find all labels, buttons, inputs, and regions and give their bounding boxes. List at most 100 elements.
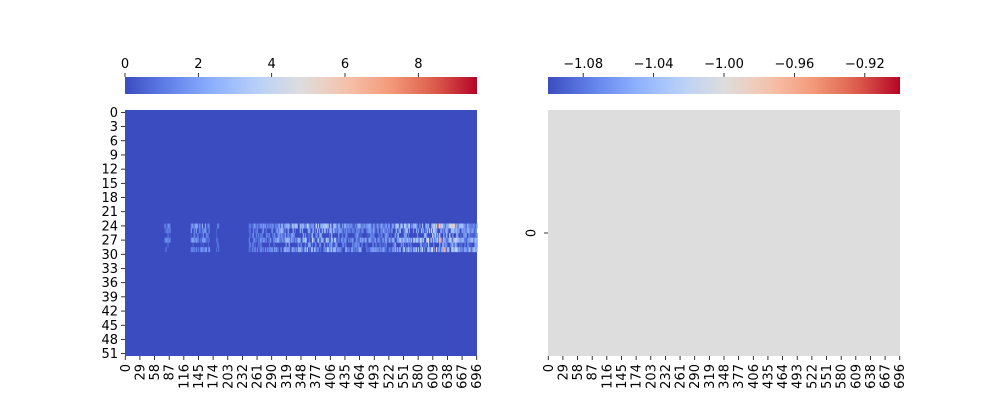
heatmap-cell (305, 223, 308, 229)
heatmap-cell (167, 223, 169, 229)
heatmap-cell (381, 242, 383, 248)
heatmap-cell (452, 242, 454, 248)
heatmap-cell (165, 237, 167, 243)
heatmap-cell (291, 233, 293, 238)
heatmap-cell (472, 233, 474, 238)
heatmap-cell (324, 237, 327, 243)
heatmap-cell (199, 247, 201, 253)
heatmap-cell (200, 242, 202, 248)
heatmap-cell (444, 247, 446, 253)
heatmap-cell (410, 237, 413, 243)
heatmap-cell (462, 228, 464, 234)
heatmap-cell (304, 237, 306, 243)
heatmap-cell (271, 228, 274, 234)
heatmap-cell (378, 242, 380, 248)
heatmap-cell (251, 242, 253, 248)
heatmap-cell (195, 247, 197, 253)
heatmap-cell (381, 237, 383, 243)
heatmap-cell (403, 233, 405, 238)
heatmap-cell (459, 247, 461, 253)
heatmap-cell (301, 223, 303, 229)
heatmap-cell (424, 233, 427, 238)
heatmap-cell (264, 237, 267, 243)
heatmap-cell (443, 237, 445, 243)
heatmap-cell (414, 223, 417, 229)
heatmap-cell (402, 247, 404, 253)
heatmap-cell (398, 247, 400, 253)
heatmap-cell (384, 228, 386, 234)
heatmap-cell (377, 237, 379, 243)
heatmap-cell (296, 223, 298, 229)
heatmap-cell (268, 223, 271, 229)
heatmap-cell (403, 223, 405, 229)
heatmap-cell (415, 237, 418, 243)
heatmap-cell (372, 237, 374, 243)
heatmap-cell (366, 242, 368, 248)
heatmap-cell (261, 247, 264, 253)
heatmap-cell (384, 237, 386, 243)
heatmap-cell (269, 237, 272, 243)
heatmap-cell (476, 237, 478, 243)
heatmap-cell (405, 237, 408, 243)
heatmap-cell (433, 237, 435, 243)
heatmap-cell (165, 228, 167, 234)
heatmap-cell (385, 242, 387, 248)
heatmap-cell (381, 223, 383, 229)
heatmap-cell (195, 228, 197, 234)
x-tick-label: 406 (747, 364, 762, 389)
heatmap-cell (358, 247, 360, 253)
x-tick-label: 174 (630, 364, 645, 389)
heatmap-cell (377, 228, 379, 234)
heatmap-cell (287, 223, 289, 229)
heatmap-cell (308, 242, 311, 248)
x-tick-label: 667 (456, 364, 471, 389)
heatmap-cell (451, 223, 453, 229)
heatmap-cell (252, 237, 254, 243)
heatmap-cell (462, 237, 464, 243)
x-tick-label: 667 (879, 364, 894, 389)
heatmap-cell (471, 228, 473, 234)
heatmap-cell (454, 247, 456, 253)
heatmap-cell (255, 233, 258, 238)
heatmap-cell (307, 228, 310, 234)
heatmap-cell (376, 247, 378, 253)
heatmap-cell (361, 242, 363, 248)
heatmap-cell (334, 228, 336, 234)
heatmap-cell (300, 247, 302, 253)
heatmap-cell (385, 233, 387, 238)
heatmap-cell (348, 223, 350, 229)
heatmap-cell (431, 228, 433, 234)
heatmap-cell (414, 247, 417, 253)
y-tick-label: 33 (101, 262, 118, 277)
heatmap-cell (374, 247, 376, 253)
heatmap-cell (270, 223, 273, 229)
heatmap-cell (262, 237, 265, 243)
heatmap-cell (320, 233, 323, 238)
heatmap-cell (253, 247, 255, 253)
heatmap-cell (217, 242, 220, 248)
heatmap-cell (476, 242, 478, 248)
heatmap-cell (342, 233, 344, 238)
heatmap-cell (216, 242, 219, 248)
heatmap-cell (205, 237, 208, 243)
heatmap-cell (372, 247, 374, 253)
heatmap-cell (404, 223, 406, 229)
heatmap-cell (368, 223, 370, 229)
heatmap-cell (201, 223, 203, 229)
heatmap-cell (423, 242, 426, 248)
heatmap-cell (344, 223, 346, 229)
heatmap-cell (359, 223, 361, 229)
heatmap-cell (377, 247, 379, 253)
heatmap-cell (399, 223, 401, 229)
heatmap-cell (455, 237, 457, 243)
heatmap-cell (276, 228, 278, 234)
heatmap-cell (301, 228, 303, 234)
heatmap-cell (323, 242, 326, 248)
heatmap-cell (379, 242, 381, 248)
heatmap-cell (430, 247, 432, 253)
heatmap-cell (394, 242, 396, 248)
heatmap-cell (449, 233, 451, 238)
heatmap-cell (468, 237, 470, 243)
heatmap-cell (401, 237, 403, 243)
heatmap-cell (317, 247, 320, 253)
